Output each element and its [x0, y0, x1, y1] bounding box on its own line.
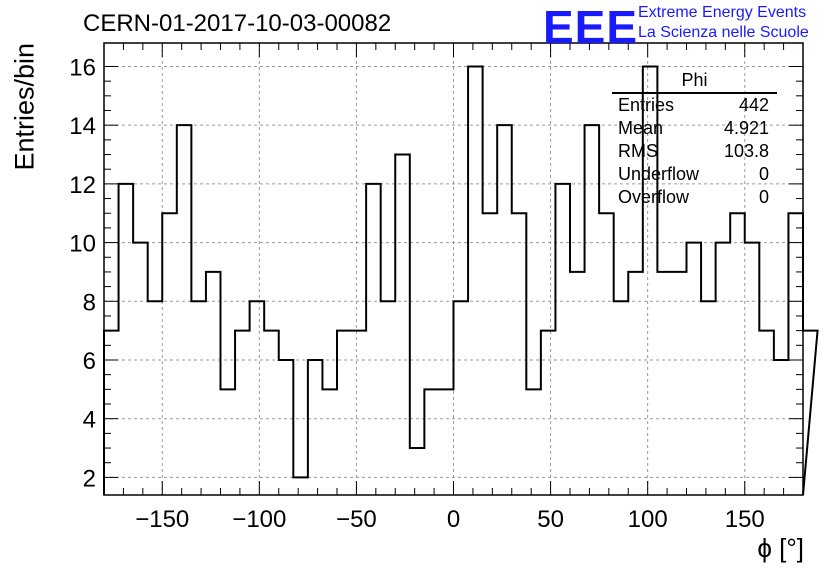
histogram-bin: [555, 184, 570, 495]
histogram-step-line: [103, 65, 819, 496]
histogram-bin: [308, 360, 323, 495]
x-tick-label: 100: [628, 506, 668, 533]
histogram-bin: [381, 301, 396, 495]
stats-row: Mean 4.921: [612, 117, 777, 140]
histogram-bin: [701, 301, 716, 495]
histogram-bin: [599, 213, 614, 495]
y-axis-label: Entries/bin: [9, 42, 40, 171]
histogram-bin: [628, 272, 643, 495]
histogram-bin: [148, 301, 163, 495]
histogram-bin: [337, 331, 352, 495]
histogram-bin: [730, 213, 745, 495]
histogram-bin: [541, 331, 556, 495]
y-tick-label: 6: [83, 348, 96, 375]
histogram-bin: [293, 477, 308, 495]
histogram-bin: [483, 213, 498, 495]
x-axis-label: ϕ [°]: [757, 533, 804, 563]
x-tick-label: 0: [447, 506, 460, 533]
histogram-bin: [454, 301, 469, 495]
stats-row: Entries 442: [612, 94, 777, 117]
stats-value: 103.8: [723, 141, 769, 161]
stats-row: RMS 103.8: [612, 140, 777, 163]
stats-value: 0: [758, 164, 769, 184]
histogram-bin: [803, 331, 818, 495]
histogram-bin: [439, 389, 454, 495]
axes: −150 −100 −50 0 50 100 150 2 4 6 8 10 12 14 16: [69, 42, 804, 533]
histogram-bin: [614, 301, 629, 495]
y-tick-label: 10: [69, 231, 96, 258]
y-tick-label: 8: [83, 289, 96, 316]
histogram-bin: [745, 243, 760, 495]
histogram-bin: [410, 448, 425, 495]
histogram-bin: [250, 301, 265, 495]
x-tick-label: −150: [135, 506, 189, 533]
histogram-bin: [788, 213, 803, 495]
y-tick-label: 14: [69, 113, 96, 140]
stats-value: 4.921: [723, 118, 769, 138]
histogram-bin: [497, 125, 512, 495]
histogram-bin: [162, 213, 177, 495]
x-tick-label: 50: [537, 506, 564, 533]
histogram-bin: [235, 331, 250, 495]
stats-box: Phi Entries 442 Mean 4.921 RMS 103.8 Underf…: [612, 70, 777, 209]
histogram-bin: [279, 360, 294, 495]
histogram-bin: [468, 66, 483, 495]
histogram-bin: [716, 243, 731, 495]
x-tick-label: 150: [725, 506, 765, 533]
y-tick-label: 16: [69, 54, 96, 81]
histogram-bin: [177, 125, 192, 495]
stats-label: Underflow: [618, 164, 700, 184]
stats-title: Phi: [612, 70, 777, 94]
histogram-bin: [322, 389, 337, 495]
y-tick-label: 2: [83, 465, 96, 492]
histogram-bin: [526, 389, 541, 495]
logo-caption-line2: La Scienza nelle Scuole: [638, 24, 809, 41]
histogram-bin: [570, 272, 585, 495]
histogram-bin: [424, 389, 439, 495]
histogram-series: [103, 65, 819, 496]
stats-value: 442: [738, 95, 769, 115]
stats-label: Mean: [618, 118, 664, 138]
y-tick-label: 4: [83, 407, 96, 434]
histogram-bin: [191, 301, 206, 495]
histogram-bin: [221, 389, 236, 495]
eee-logo: EEE: [543, 1, 639, 53]
stats-label: Overflow: [618, 187, 690, 207]
y-tick-label: 12: [69, 172, 96, 199]
histogram-bin: [352, 331, 367, 495]
histogram-bin: [366, 184, 381, 495]
chart-title: CERN-01-2017-10-03-00082: [83, 10, 392, 37]
histogram-bin: [512, 213, 527, 495]
histogram-bin: [672, 272, 687, 495]
logo-caption: Extreme Energy Events La Scienza nelle S…: [638, 3, 809, 43]
histogram-bin: [774, 360, 789, 495]
logo-caption-line1: Extreme Energy Events: [638, 4, 807, 21]
histogram-bin: [395, 155, 410, 495]
histogram-bin: [657, 272, 672, 495]
x-tick-label: −50: [336, 506, 377, 533]
stats-value: 0: [758, 187, 769, 207]
histogram-bin: [206, 272, 221, 495]
x-tick-label: −100: [232, 506, 286, 533]
histogram-bin: [104, 331, 119, 495]
stats-label: Entries: [618, 95, 675, 115]
histogram-bin: [264, 331, 279, 495]
histogram-bin: [585, 125, 600, 495]
histogram-bin: [133, 243, 148, 495]
histogram-bin: [759, 331, 774, 495]
stats-row: Overflow 0: [612, 186, 777, 209]
stats-row: Underflow 0: [612, 163, 777, 186]
histogram-bin: [119, 184, 134, 495]
histogram-bin: [687, 243, 702, 495]
stats-label: RMS: [618, 141, 658, 161]
